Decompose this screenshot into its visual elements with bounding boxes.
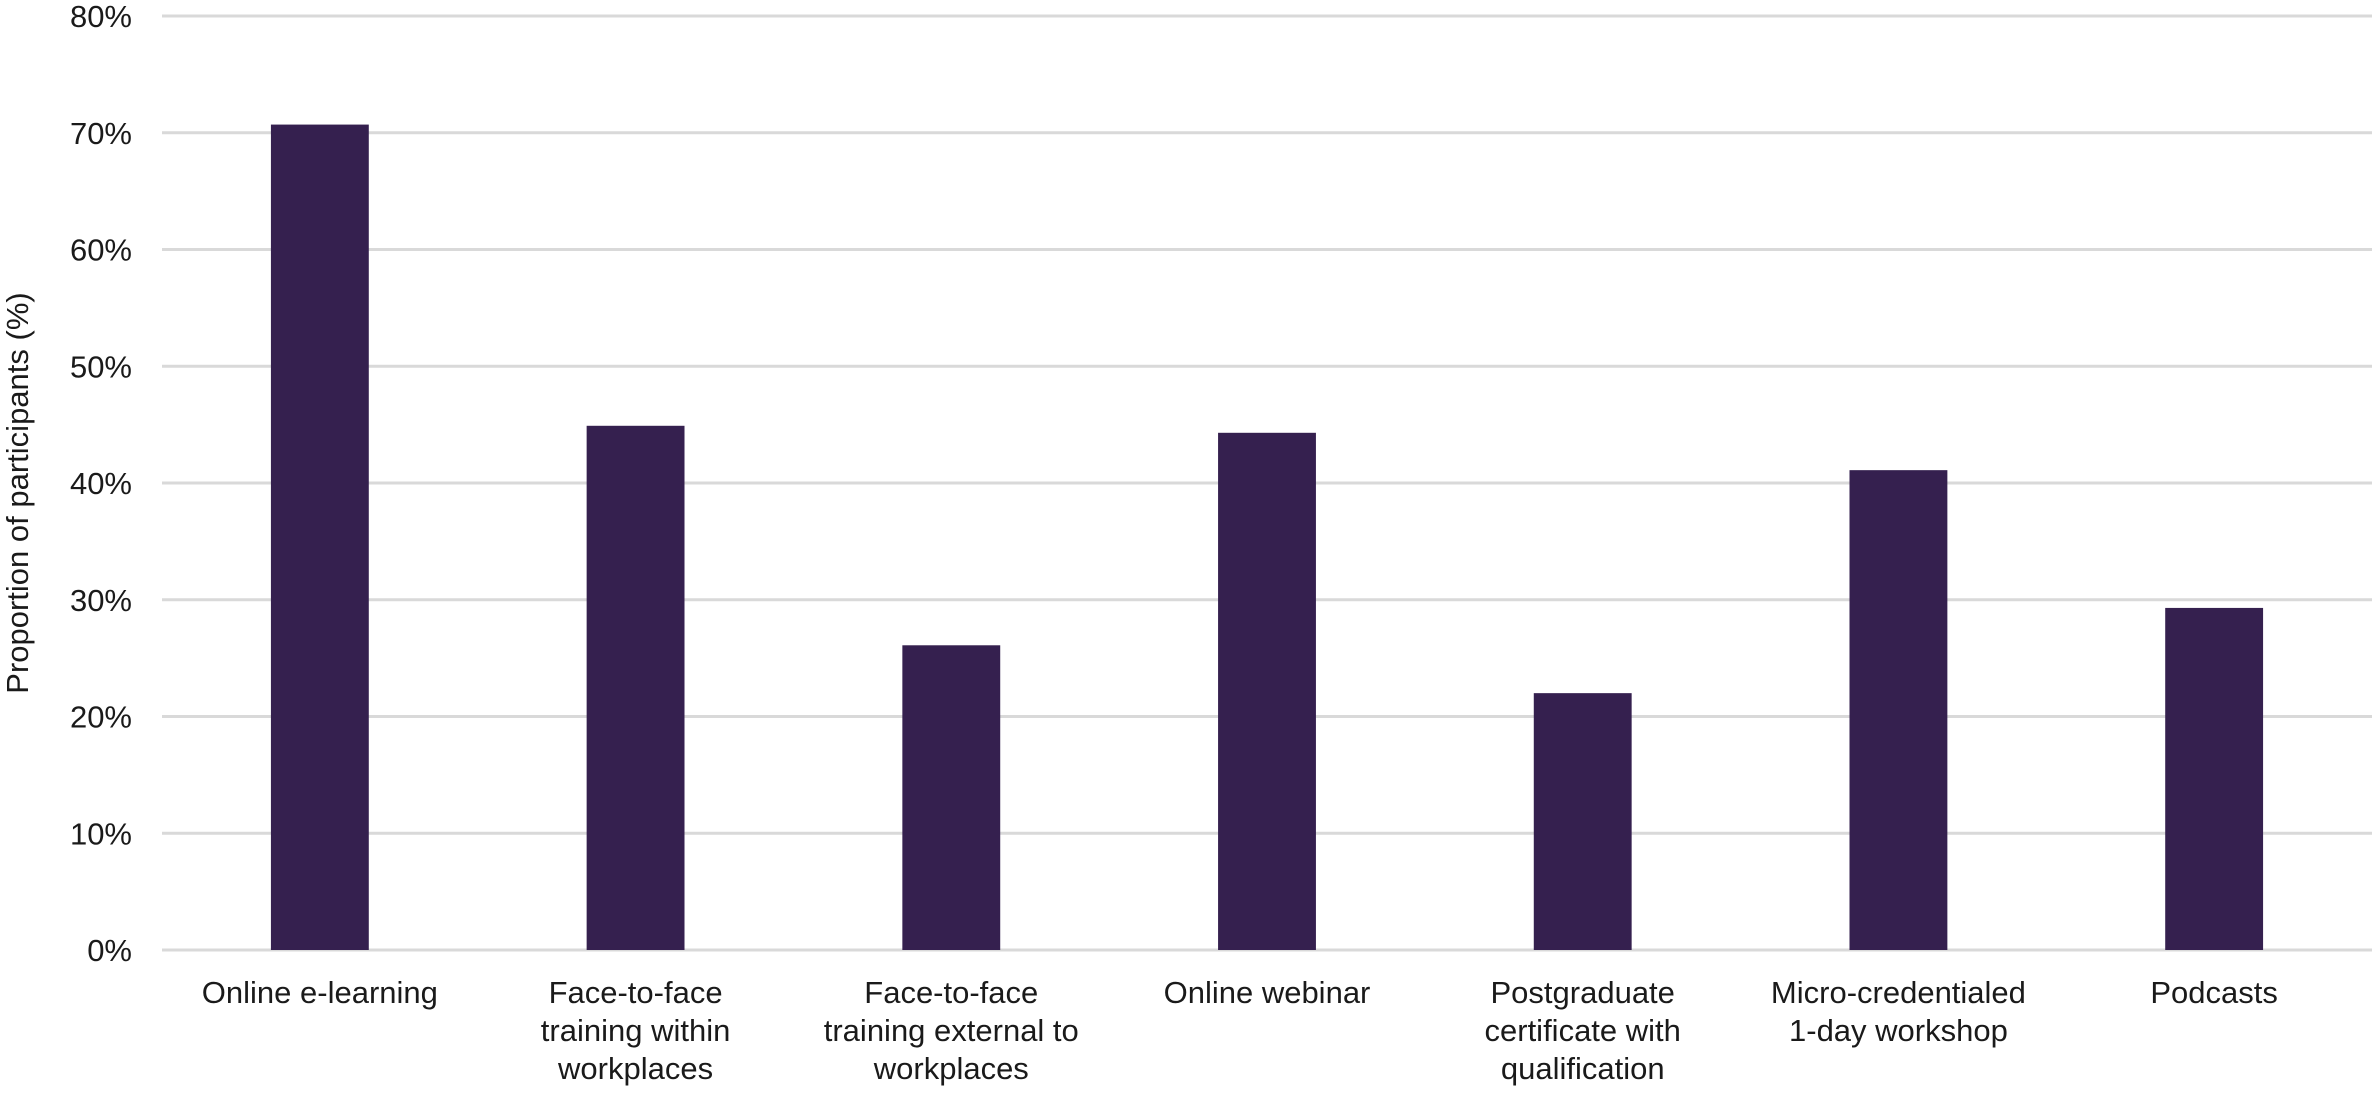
bar xyxy=(2165,607,2264,950)
bar xyxy=(586,425,685,951)
bars xyxy=(270,124,2264,951)
category-label: Postgraduate certificate with qualificatio… xyxy=(1485,975,1681,1086)
y-tick-label: 0% xyxy=(87,933,132,968)
bar xyxy=(1849,470,1948,950)
y-tick-label: 60% xyxy=(70,233,132,268)
category-labels: Online e-learning Face-to-face training wi… xyxy=(202,975,2278,1086)
category-label: Face-to-face training external to workplac… xyxy=(824,975,1079,1086)
category-label: Online webinar xyxy=(1164,975,1371,1010)
bar xyxy=(1218,432,1316,950)
category-label: Online e-learning xyxy=(202,975,438,1010)
bar xyxy=(270,124,369,950)
y-tick-label: 80% xyxy=(70,0,132,34)
category-label: Podcasts xyxy=(2150,975,2278,1010)
y-tick-label: 70% xyxy=(70,116,132,151)
y-tick-label: 10% xyxy=(70,816,132,851)
category-label: Micro-credentialed 1-day workshop xyxy=(1771,975,2026,1048)
y-tick-label: 50% xyxy=(70,349,132,384)
y-tick-label: 40% xyxy=(70,466,132,501)
y-tick-label: 20% xyxy=(70,700,132,735)
y-tick-labels: 0% 10% 20% 30% 40% 50% 60% 70% 80% xyxy=(70,0,132,968)
bar xyxy=(902,645,1001,950)
y-axis-title: Proportion of participants (%) xyxy=(0,292,35,693)
bar xyxy=(1533,693,1632,950)
category-label: Face-to-face training within workplaces xyxy=(541,975,731,1086)
y-tick-label: 30% xyxy=(70,583,132,618)
